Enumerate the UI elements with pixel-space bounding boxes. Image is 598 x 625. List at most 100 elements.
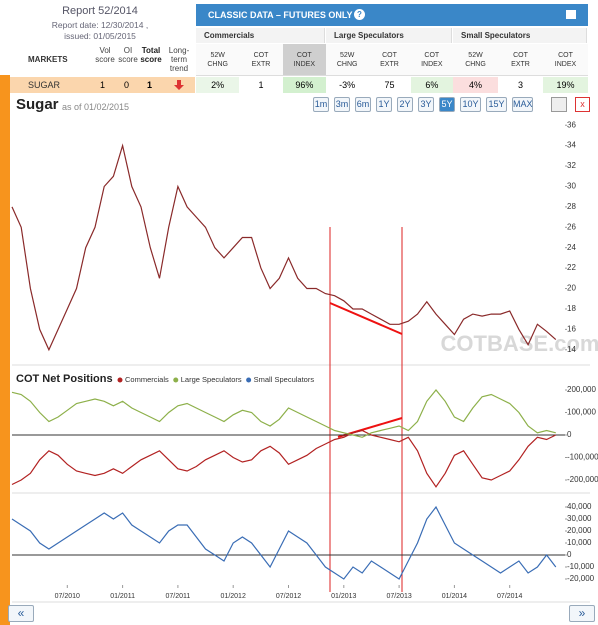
chart-title: Sugar bbox=[16, 96, 59, 113]
as-of: as of 01/02/2015 bbox=[62, 102, 130, 112]
help-icon[interactable]: ? bbox=[354, 9, 365, 20]
report: Report 52/2014 bbox=[62, 5, 138, 17]
chart-title: COT Net Positions bbox=[16, 373, 113, 385]
subcolumn-label: COT EXTR bbox=[511, 51, 530, 68]
legend-swatch bbox=[173, 377, 179, 383]
print-icon[interactable] bbox=[566, 10, 576, 19]
prev-button[interactable]: « bbox=[8, 605, 34, 622]
x-tick-label: 01/2013 bbox=[331, 593, 356, 600]
legend-swatch bbox=[246, 377, 252, 383]
cell: 3 bbox=[498, 77, 543, 93]
col-header: OI score bbox=[118, 46, 138, 64]
y-tick-label: 0 bbox=[567, 430, 572, 439]
side-bar bbox=[0, 75, 10, 625]
trend-line bbox=[329, 302, 403, 335]
subcolumn: 52W CHNG bbox=[453, 44, 498, 76]
markets-label: MARKETS bbox=[28, 55, 68, 64]
x-tick-label: 07/2010 bbox=[55, 593, 80, 600]
range-button[interactable]: 1Y bbox=[376, 97, 392, 112]
cell: 6% bbox=[410, 77, 453, 93]
cell: 19% bbox=[543, 77, 588, 93]
subcolumn-label: 52W CHNG bbox=[465, 51, 486, 68]
y-tick-label: 16 bbox=[567, 324, 576, 333]
subcolumn-label: COT EXTR bbox=[380, 51, 399, 68]
y-tick-label: 30,000 bbox=[567, 514, 592, 523]
range-button[interactable]: 3m bbox=[334, 97, 350, 112]
col-header: Long-term trend bbox=[168, 46, 190, 73]
y-tick-label: 32 bbox=[567, 161, 576, 170]
x-tick-label: 07/2012 bbox=[276, 593, 301, 600]
y-tick-label: 34 bbox=[567, 141, 576, 150]
x-tick-label: 01/2012 bbox=[221, 593, 246, 600]
report-date: Report date: 12/30/2014 , bbox=[51, 20, 149, 30]
series-line bbox=[11, 143, 557, 352]
range-button[interactable]: 6m bbox=[355, 97, 371, 112]
y-tick-label: 20 bbox=[567, 284, 576, 293]
range-button[interactable]: 1m bbox=[313, 97, 329, 112]
subcolumn: COT INDEX bbox=[543, 44, 588, 76]
y-tick-label: 28 bbox=[567, 202, 576, 211]
cell: 1 bbox=[239, 77, 283, 93]
y-tick-label: 18 bbox=[567, 304, 576, 313]
y-tick-label: -10,000 bbox=[567, 562, 595, 571]
y-tick-label: 100,000 bbox=[567, 408, 596, 417]
range-button[interactable]: 5Y bbox=[439, 97, 455, 112]
cell: 75 bbox=[368, 77, 411, 93]
subcolumn-label: COT INDEX bbox=[293, 51, 316, 68]
x-tick-label: 01/2011 bbox=[110, 593, 135, 600]
score: 1 bbox=[100, 80, 106, 90]
print-button[interactable] bbox=[551, 97, 567, 112]
y-tick-label: 26 bbox=[567, 222, 576, 231]
series-line bbox=[11, 389, 556, 438]
subcolumn: COT EXTR bbox=[368, 44, 411, 76]
series-line bbox=[11, 505, 557, 580]
subcolumn: COT EXTR bbox=[498, 44, 543, 76]
y-tick-label: 10,000 bbox=[567, 538, 592, 547]
banner: CLASSIC DATA – FUTURES ONLY ? bbox=[196, 4, 588, 26]
range-button[interactable]: 10Y bbox=[460, 97, 481, 112]
cell: 2% bbox=[196, 77, 240, 93]
y-tick-label: 200,000 bbox=[567, 385, 596, 394]
range-button[interactable]: MAX bbox=[512, 97, 533, 112]
y-tick-label: 20,000 bbox=[567, 526, 592, 535]
cell: 96% bbox=[282, 77, 326, 93]
y-tick-label: 30 bbox=[567, 182, 576, 191]
subcolumn: 52W CHNG bbox=[326, 44, 369, 76]
x-tick-label: 07/2011 bbox=[166, 593, 191, 600]
y-tick-label: 14 bbox=[567, 345, 576, 354]
close-button[interactable]: x bbox=[575, 97, 590, 112]
range-button[interactable]: 2Y bbox=[397, 97, 413, 112]
trend-arrow bbox=[174, 80, 184, 90]
y-tick-label: 22 bbox=[567, 263, 576, 272]
score: 1 bbox=[147, 80, 153, 90]
subcolumn-label: COT INDEX bbox=[554, 51, 577, 68]
y-tick-label: 24 bbox=[567, 243, 576, 252]
subcolumn-label: 52W CHNG bbox=[207, 51, 228, 68]
legend-label: Small Speculators bbox=[254, 375, 315, 384]
legend-label: Commercials bbox=[125, 375, 169, 384]
y-tick-label: 36 bbox=[567, 120, 576, 129]
x-tick-label: 07/2014 bbox=[497, 593, 522, 600]
cell: -3% bbox=[326, 77, 369, 93]
subcolumn: COT INDEX bbox=[282, 44, 326, 76]
y-tick-label: 0 bbox=[567, 550, 572, 559]
subcolumn: COT EXTR bbox=[239, 44, 283, 76]
y-tick-label: -200,000 bbox=[567, 475, 598, 484]
issued: issued: 01/05/2015 bbox=[64, 31, 136, 41]
next-button[interactable]: » bbox=[569, 605, 595, 622]
x-tick-label: 07/2013 bbox=[386, 593, 411, 600]
subcolumn: COT INDEX bbox=[410, 44, 453, 76]
group-header: Large Speculators bbox=[326, 28, 452, 43]
cell: 4% bbox=[453, 77, 498, 93]
series-line bbox=[11, 429, 557, 488]
y-tick-label: -20,000 bbox=[567, 574, 595, 583]
col-header: Total score bbox=[140, 46, 162, 64]
range-button[interactable]: 3Y bbox=[418, 97, 434, 112]
y-tick-label: 40,000 bbox=[567, 502, 592, 511]
subcolumn-label: 52W CHNG bbox=[336, 51, 358, 68]
group-header: Commercials bbox=[196, 28, 325, 43]
market-name[interactable]: SUGAR bbox=[28, 80, 61, 90]
banner-title: CLASSIC DATA – FUTURES ONLY bbox=[208, 10, 353, 20]
range-button[interactable]: 15Y bbox=[486, 97, 507, 112]
